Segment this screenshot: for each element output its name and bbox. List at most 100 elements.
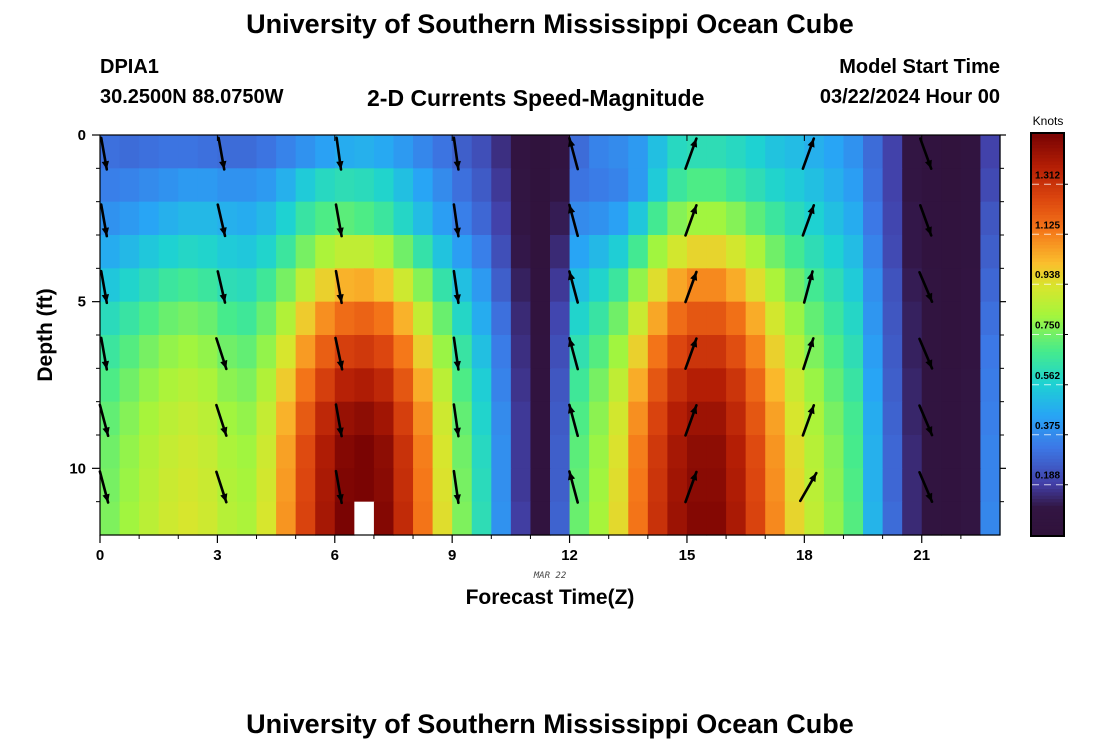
heatmap-cell <box>804 468 825 503</box>
heatmap-cell <box>863 335 884 369</box>
arrow-head <box>336 427 344 437</box>
heatmap-cell <box>530 401 551 436</box>
heatmap-cell <box>256 235 277 269</box>
heatmap-cell <box>784 335 805 369</box>
heatmap-cell <box>804 301 825 336</box>
heatmap-cell <box>413 501 434 536</box>
arrow-head <box>453 160 461 170</box>
heatmap-cell <box>413 268 434 303</box>
heatmap-cell <box>726 235 747 269</box>
arrow-head <box>336 227 344 237</box>
arrow-head <box>925 159 932 169</box>
colorbar-segment <box>1032 210 1063 215</box>
heatmap-cell <box>510 135 532 169</box>
heatmap-cell <box>178 201 199 236</box>
current-arrow <box>452 136 461 171</box>
heatmap-cell <box>373 201 395 236</box>
heatmap-cell <box>628 435 649 469</box>
heatmap-cell <box>491 168 512 203</box>
heatmap-cell <box>921 468 942 503</box>
heatmap-cell <box>178 468 199 503</box>
heatmap-cell <box>530 235 551 269</box>
colorbar-segment <box>1032 250 1063 256</box>
heatmap-cell <box>197 168 218 203</box>
heatmap-cell <box>256 468 277 503</box>
arrow-head <box>807 205 815 215</box>
heatmap-cell <box>373 335 395 369</box>
colorbar-segment <box>1032 394 1063 399</box>
arrow-head <box>925 226 932 236</box>
heatmap-cell <box>334 235 355 269</box>
heatmap-cell <box>373 501 395 536</box>
heatmap-cell <box>980 268 1001 303</box>
current-arrow <box>98 470 110 504</box>
heatmap-cell <box>882 335 903 369</box>
heatmap-cell <box>315 168 336 203</box>
heatmap-cell <box>276 168 297 203</box>
heatmap-cell <box>471 501 492 536</box>
colorbar-segment <box>1032 294 1063 299</box>
heatmap-cell <box>217 435 238 469</box>
heatmap-cell <box>608 335 629 369</box>
x-axis: 0 3 6 9 12 15 18 21 <box>96 135 962 564</box>
heatmap-cell <box>550 168 571 203</box>
heatmap-cell <box>686 168 708 203</box>
heatmap-cell <box>158 135 179 169</box>
heatmap-cell <box>647 501 668 536</box>
heatmap-cell <box>530 301 551 336</box>
heatmap-cell <box>393 168 414 203</box>
heatmap-cell <box>960 135 982 169</box>
heatmap-cell <box>608 468 629 503</box>
date-label: MAR 22 <box>533 571 567 581</box>
heatmap-cell <box>236 268 258 303</box>
colorbar-segment <box>1032 458 1063 463</box>
heatmap-cell <box>882 501 903 536</box>
current-arrow <box>452 269 461 305</box>
heatmap-cell <box>647 135 668 169</box>
heatmap-cell <box>823 135 845 169</box>
heatmap-cell <box>139 301 160 336</box>
heatmap-cell <box>432 268 453 303</box>
heatmap-cell <box>119 335 140 369</box>
current-arrow <box>334 203 344 238</box>
y-tick-label: 5 <box>78 294 86 311</box>
arrow-head <box>219 227 227 236</box>
colorbar-segment <box>1032 428 1063 433</box>
current-arrow <box>802 337 815 371</box>
current-arrow <box>802 270 814 304</box>
colorbar-segment <box>1032 314 1063 319</box>
heatmap-cell <box>276 235 297 269</box>
heatmap-cell <box>628 401 649 436</box>
heatmap-cell <box>745 401 766 436</box>
heatmap-cell <box>393 235 414 269</box>
heatmap-cell <box>843 368 864 403</box>
current-arrow <box>334 469 344 505</box>
heatmap-cell <box>139 435 160 469</box>
heatmap-cell <box>882 201 903 236</box>
heatmap-cell <box>373 468 395 503</box>
current-arrow <box>918 204 933 237</box>
arrow-head <box>568 471 576 481</box>
heatmap-cell <box>765 368 786 403</box>
heatmap-cell <box>139 501 160 536</box>
heatmap-cell <box>550 335 571 369</box>
heatmap-cell <box>334 368 355 403</box>
heatmap-cell <box>256 401 277 436</box>
heatmap-cell <box>510 401 532 436</box>
heatmap-cell <box>413 201 434 236</box>
heatmap-cell <box>863 435 884 469</box>
heatmap-cell <box>354 368 375 403</box>
heatmap-cell <box>765 201 786 236</box>
heatmap-cell <box>491 268 512 303</box>
heatmap-cell <box>745 368 766 403</box>
heatmap-cell <box>491 235 512 269</box>
model-start-value: 03/22/2024 Hour 00 <box>819 86 1000 108</box>
arrow-head <box>219 293 227 303</box>
heatmap-cell <box>373 435 395 469</box>
colorbar-segment <box>1032 311 1063 316</box>
heatmap-cell <box>863 468 884 503</box>
heatmap-cell <box>432 435 453 469</box>
heatmap-cell <box>569 501 590 536</box>
colorbar-ticks: 0.188 0.375 0.562 0.750 0.938 1.125 1.312 <box>1032 170 1068 486</box>
heatmap-cell <box>471 201 492 236</box>
